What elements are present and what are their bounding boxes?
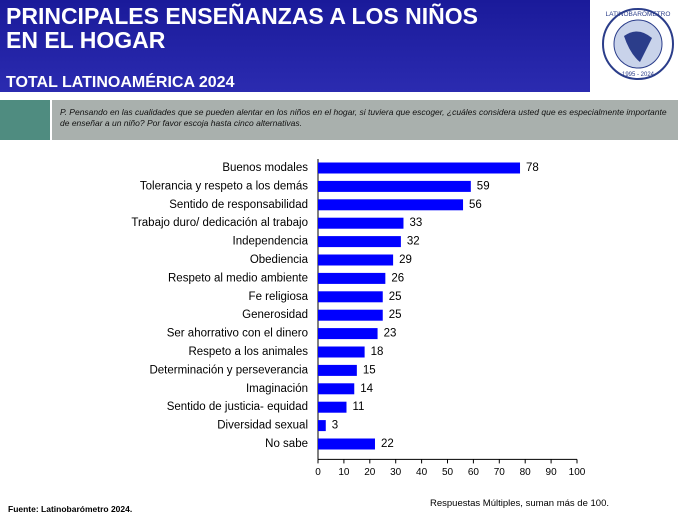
header: PRINCIPALES ENSEÑANZAS A LOS NIÑOS EN EL… — [0, 0, 590, 92]
y-tick-label: Respeto al medio ambiente — [168, 272, 308, 284]
bar — [318, 364, 357, 376]
bar — [318, 180, 471, 192]
question: P. Pensando en las cualidades que se pue… — [52, 100, 678, 140]
y-tick-label: Sentido de justicia- equidad — [167, 401, 308, 413]
x-tick-label: 40 — [416, 467, 428, 478]
note: Respuestas Múltiples, suman más de 100. — [430, 498, 610, 509]
value-label: 22 — [381, 438, 394, 450]
title: EN EL HOGAR — [6, 27, 166, 53]
value-label: 78 — [526, 162, 539, 174]
x-tick-label: 60 — [468, 467, 480, 478]
bar — [318, 328, 378, 340]
x-tick-label: 20 — [364, 467, 376, 478]
y-tick-label: Sentido de responsabilidad — [169, 199, 308, 211]
value-label: 14 — [360, 383, 373, 395]
y-tick-label: Diversidad sexual — [217, 420, 308, 432]
x-tick-label: 10 — [338, 467, 350, 478]
y-tick-label: Obediencia — [250, 254, 309, 266]
y-tick-label: Trabajo duro/ dedicación al trabajo — [131, 217, 308, 229]
y-tick-label: Tolerancia y respeto a los demás — [140, 180, 308, 192]
y-tick-label: No sabe — [265, 438, 308, 450]
bar — [318, 236, 401, 248]
x-tick-label: 90 — [546, 467, 558, 478]
y-tick-label: Respeto a los animales — [188, 346, 308, 358]
logo: LATINOBARÓMETRO 1995 - 2024 — [602, 8, 674, 80]
question-marker — [0, 100, 50, 140]
value-label: 25 — [389, 309, 402, 321]
value-label: 11 — [352, 401, 364, 413]
bar — [318, 346, 365, 358]
x-tick-label: 70 — [494, 467, 506, 478]
logo-years: 1995 - 2024 — [622, 72, 655, 78]
bar — [318, 291, 383, 303]
y-tick-label: Determinación y perseverancia — [149, 364, 308, 376]
y-tick-label: Fe religiosa — [249, 291, 309, 303]
x-tick-label: 0 — [315, 467, 321, 478]
value-label: 29 — [399, 254, 412, 266]
value-label: 33 — [409, 217, 422, 229]
subtitle: TOTAL LATINOAMÉRICA 2024 — [6, 74, 235, 91]
bar — [318, 309, 383, 321]
y-tick-label: Imaginación — [246, 383, 308, 395]
value-label: 56 — [469, 199, 482, 211]
y-tick-label: Generosidad — [242, 309, 308, 321]
bar — [318, 162, 521, 174]
value-label: 15 — [363, 364, 376, 376]
x-tick-label: 80 — [520, 467, 532, 478]
y-tick-label: Ser ahorrativo con el dinero — [167, 328, 308, 340]
logo-name: LATINOBARÓMETRO — [606, 9, 671, 18]
bar — [318, 438, 375, 450]
bar — [318, 254, 394, 266]
value-label: 59 — [477, 180, 490, 192]
bar — [318, 272, 386, 284]
bar — [318, 420, 326, 432]
y-tick-label: Independencia — [233, 236, 309, 248]
value-label: 3 — [332, 420, 338, 432]
title: PRINCIPALES ENSEÑANZAS A LOS NIÑOS — [6, 3, 478, 29]
source: Fuente: Latinobarómetro 2024. — [8, 504, 133, 514]
bar — [318, 383, 355, 395]
x-tick-label: 100 — [569, 467, 586, 478]
value-label: 18 — [371, 346, 384, 358]
bar — [318, 217, 404, 229]
value-label: 32 — [407, 236, 420, 248]
x-tick-label: 50 — [442, 467, 454, 478]
value-label: 25 — [389, 291, 402, 303]
value-label: 26 — [391, 272, 404, 284]
bar — [318, 401, 347, 413]
x-tick-label: 30 — [390, 467, 402, 478]
bar — [318, 199, 464, 211]
y-tick-label: Buenos modales — [222, 162, 308, 174]
chart: 0 10 20 30 40 50 60 70 80 90 100 Buenos modales 78 To… — [131, 159, 586, 478]
value-label: 23 — [384, 328, 397, 340]
